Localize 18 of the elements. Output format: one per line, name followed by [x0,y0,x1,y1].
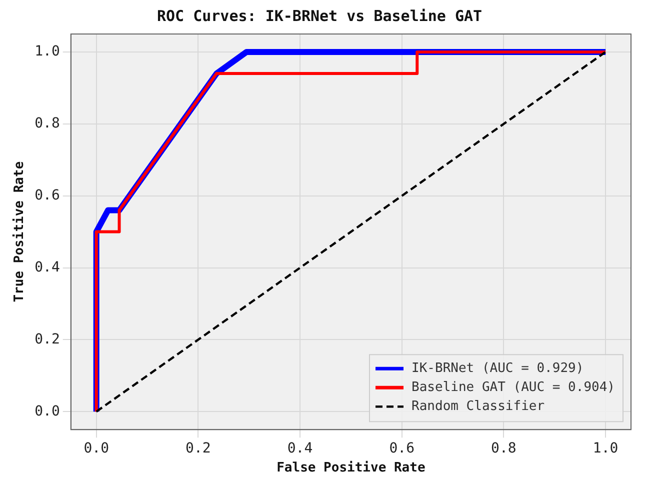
x-tick-label: 0.4 [287,440,313,457]
x-tick-label: 0.0 [84,440,109,457]
legend-label: IK-BRNet (AUC = 0.929) [412,360,584,376]
x-tick-label: 0.6 [389,440,415,457]
y-axis-title: True Positive Rate [12,161,28,302]
chart-title: ROC Curves: IK-BRNet vs Baseline GAT [156,6,482,25]
x-tick-label: 1.0 [592,440,618,457]
x-tick-label: 0.8 [491,440,516,457]
legend-label: Baseline GAT (AUC = 0.904) [412,380,616,395]
y-tick-label: 0.6 [34,187,60,204]
legend-label: Random Classifier [412,398,545,414]
y-tick-label: 0.4 [34,259,60,276]
x-tick-label: 0.2 [186,440,211,457]
x-axis-title: False Positive Rate [276,460,426,476]
y-tick-label: 0.8 [34,116,60,132]
y-tick-label: 0.2 [34,331,60,348]
y-tick-label: 1.0 [34,44,60,60]
y-tick-label: 0.0 [34,403,60,420]
